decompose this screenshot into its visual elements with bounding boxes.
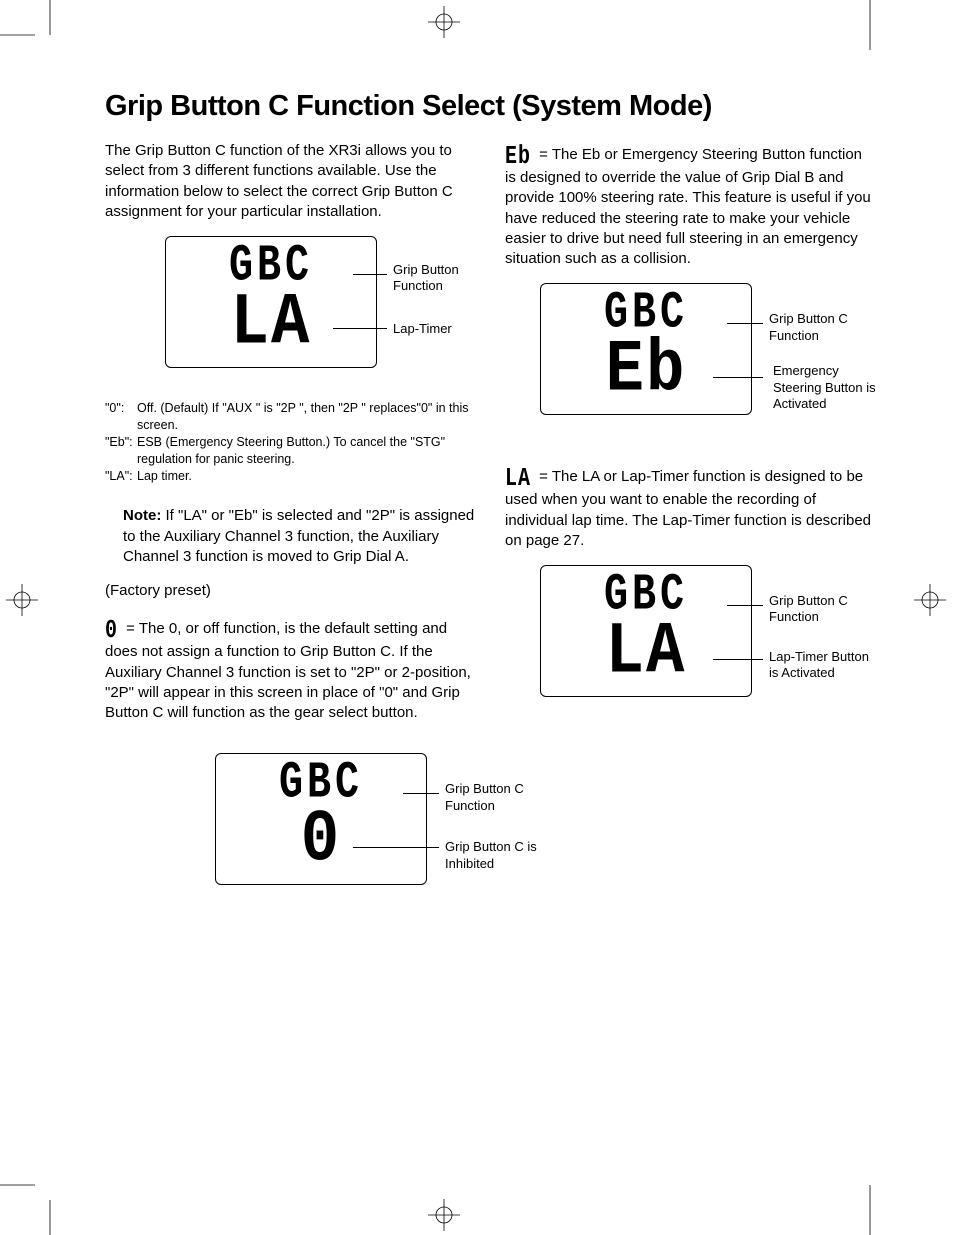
def-key: "0": [105, 400, 137, 434]
lcd-figure-eb: GBC Eb Grip Button C Function Emergency … [505, 283, 875, 443]
two-column-layout: The Grip Button C function of the XR3i a… [105, 141, 875, 927]
def-key: "LA": [105, 468, 137, 485]
lcd-bottom-text: LA [606, 616, 687, 690]
lcd-display: GBC LA [540, 565, 752, 697]
def-key: "Eb": [105, 434, 137, 468]
definitions-list: "0":Off. (Default) If "AUX " is "2P ", t… [105, 400, 475, 484]
callout-label: Grip Button C is Inhibited [445, 839, 555, 872]
callout-line [403, 793, 439, 794]
page-content: Grip Button C Function Select (System Mo… [105, 90, 875, 927]
eb-text: = The Eb or Emergency Steering Button fu… [505, 146, 871, 267]
lcd-bottom-text: Eb [606, 334, 687, 408]
callout-label: Grip Button Function [393, 262, 503, 295]
def-val: Off. (Default) If "AUX " is "2P ", then … [137, 400, 475, 434]
lcd-display: GBC LA [165, 236, 377, 368]
eb-glyph: Eb [505, 140, 531, 175]
la-paragraph: LA = The LA or Lap-Timer function is des… [505, 463, 875, 551]
lcd-display: GBC 0 [215, 753, 427, 885]
callout-line [713, 659, 763, 660]
callout-label: Lap-Timer Button is Activated [769, 649, 879, 682]
zero-paragraph: 0 = The 0, or off function, is the defau… [105, 615, 475, 723]
callout-line [713, 377, 763, 378]
callout-line [333, 328, 387, 329]
callout-label: Grip Button C Function [445, 781, 555, 814]
page-title: Grip Button C Function Select (System Mo… [105, 90, 875, 123]
la-text: = The LA or Lap-Timer function is design… [505, 468, 871, 549]
note-text: If "LA" or "Eb" is selected and "2P" is … [123, 507, 474, 565]
lcd-figure-zero: GBC 0 Grip Button C Function Grip Button… [105, 753, 475, 913]
la-glyph: LA [505, 462, 531, 497]
callout-label: Grip Button C Function [769, 311, 879, 344]
right-column: Eb = The Eb or Emergency Steering Button… [505, 141, 875, 927]
zero-text: = The 0, or off function, is the default… [105, 620, 471, 721]
eb-paragraph: Eb = The Eb or Emergency Steering Button… [505, 141, 875, 269]
callout-line [727, 323, 763, 324]
callout-label: Emergency Steering Button is Activated [773, 363, 883, 412]
callout-line [727, 605, 763, 606]
factory-preset: (Factory preset) [105, 581, 475, 601]
left-column: The Grip Button C function of the XR3i a… [105, 141, 475, 927]
lcd-bottom-text: LA [231, 287, 312, 361]
intro-paragraph: The Grip Button C function of the XR3i a… [105, 141, 475, 222]
callout-line [353, 274, 387, 275]
lcd-figure-la: GBC LA Grip Button Function Lap-Timer [105, 236, 475, 386]
callout-line [353, 847, 439, 848]
callout-label: Lap-Timer [393, 321, 503, 337]
zero-glyph: 0 [105, 614, 118, 649]
note-paragraph: Note: If "LA" or "Eb" is selected and "2… [123, 506, 475, 567]
lcd-figure-la2: GBC LA Grip Button C Function Lap-Timer … [505, 565, 875, 725]
def-val: Lap timer. [137, 468, 475, 485]
note-label: Note: [123, 507, 161, 524]
callout-label: Grip Button C Function [769, 593, 879, 626]
lcd-display: GBC Eb [540, 283, 752, 415]
def-val: ESB (Emergency Steering Button.) To canc… [137, 434, 475, 468]
lcd-bottom-text: 0 [301, 805, 341, 879]
